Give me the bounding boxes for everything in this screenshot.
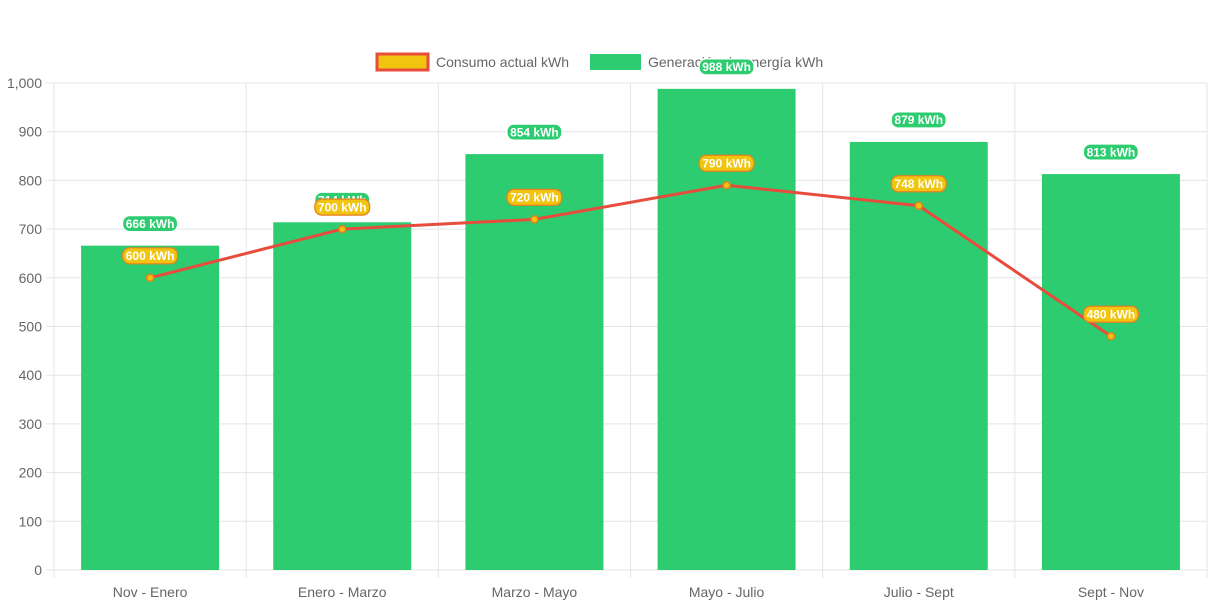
line-value-label-bg — [698, 154, 755, 172]
bar[interactable] — [273, 222, 412, 571]
y-tick-label: 800 — [19, 172, 43, 188]
line-value-label-bg — [1082, 305, 1139, 323]
bar-value-label-bg — [1082, 143, 1139, 161]
bar-value-label-bg — [506, 123, 563, 141]
line-value-label-bg — [314, 198, 371, 216]
y-tick-label: 400 — [19, 367, 43, 383]
x-tick-label: Marzo - Mayo — [492, 584, 578, 600]
line-point[interactable] — [530, 215, 539, 224]
y-tick-label: 1,000 — [7, 75, 42, 91]
legend-swatch-generacion — [590, 54, 641, 70]
y-tick-label: 300 — [19, 416, 43, 432]
y-tick-label: 200 — [19, 465, 43, 481]
line-point[interactable] — [722, 181, 731, 190]
line-point[interactable] — [1106, 331, 1116, 341]
x-tick-label: Mayo - Julio — [689, 584, 765, 600]
bar-value-label-bg — [122, 215, 179, 233]
line-value-label: 480 kWh — [1087, 307, 1136, 321]
x-tick-label: Julio - Sept — [884, 584, 954, 600]
y-tick-label: 900 — [19, 124, 43, 140]
y-tick-label: 700 — [19, 221, 43, 237]
line-point[interactable] — [145, 273, 155, 283]
x-tick-label: Nov - Enero — [113, 584, 188, 600]
bar[interactable] — [81, 245, 220, 570]
line-point[interactable] — [338, 224, 347, 234]
bar-value-label-top-bg — [698, 58, 755, 76]
line-point[interactable] — [914, 201, 923, 210]
line-value-label-bg — [506, 188, 563, 206]
line-value-label: 748 kWh — [894, 177, 943, 191]
x-tick-label: Sept - Nov — [1078, 584, 1144, 600]
bar-value-label: 666 kWh — [126, 217, 175, 231]
line-value-label-bg — [890, 175, 947, 193]
x-tick-label: Enero - Marzo — [298, 584, 387, 600]
bar[interactable] — [849, 141, 988, 570]
line-value-label: 720 kWh — [510, 191, 559, 205]
bar-value-label: 854 kWh — [510, 125, 559, 139]
bar-value-label: 813 kWh — [1087, 145, 1136, 159]
line-value-label-bg — [122, 247, 179, 265]
y-tick-label: 0 — [34, 562, 42, 578]
y-tick-label: 500 — [19, 319, 43, 335]
line-value-label: 700 kWh — [318, 200, 367, 214]
bar-value-label: 879 kWh — [894, 113, 943, 127]
bar[interactable] — [1041, 174, 1180, 570]
y-tick-label: 100 — [19, 513, 43, 529]
line-value-label: 600 kWh — [126, 249, 175, 263]
legend-label-consumo: Consumo actual kWh — [436, 54, 569, 70]
consumption-line — [149, 183, 1112, 338]
legend-swatch-consumo — [375, 52, 430, 72]
bar-value-label-top: 988 kWh — [702, 60, 751, 74]
bar-value-label-bg — [890, 111, 947, 129]
y-tick-label: 600 — [19, 270, 43, 286]
line-value-label: 790 kWh — [702, 156, 751, 170]
